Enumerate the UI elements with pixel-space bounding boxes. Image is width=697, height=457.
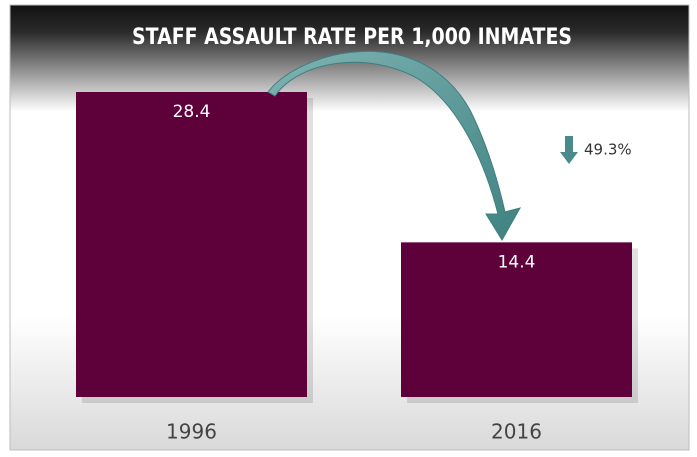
change-annotation: 49.3% bbox=[584, 141, 632, 159]
chart-title: STAFF ASSAULT RATE PER 1,000 INMATES bbox=[132, 25, 572, 50]
value-label: 14.4 bbox=[498, 252, 536, 272]
trend-arrow bbox=[267, 50, 522, 241]
bar bbox=[401, 242, 632, 397]
value-label: 28.4 bbox=[173, 102, 211, 122]
bar bbox=[76, 92, 307, 397]
down-arrow-icon bbox=[560, 136, 578, 164]
x-tick-label: 1996 bbox=[166, 420, 217, 444]
x-tick-label: 2016 bbox=[491, 420, 542, 444]
